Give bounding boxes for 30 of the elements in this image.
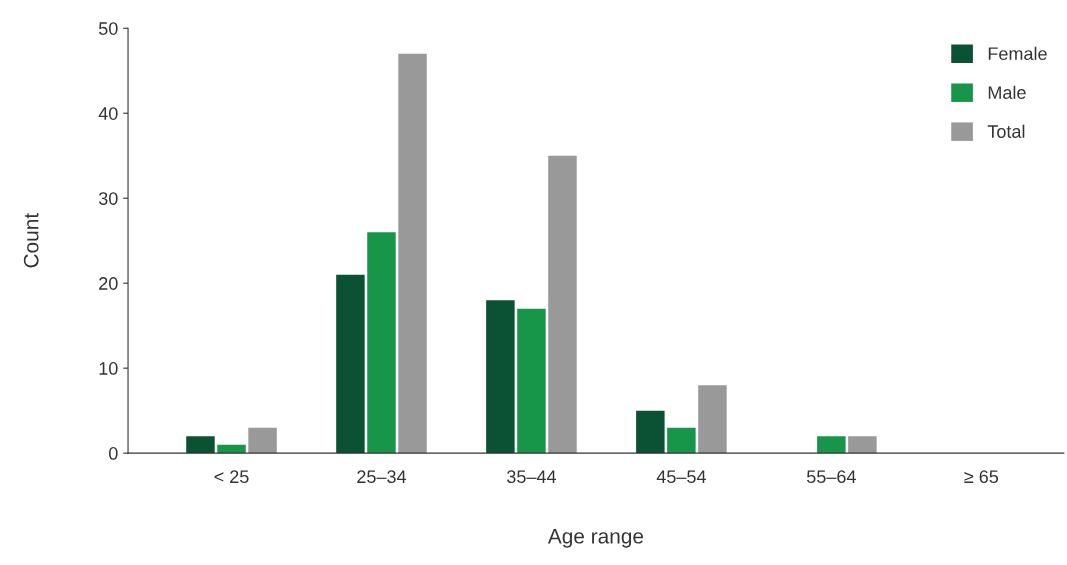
x-tick-label: 55–64: [806, 470, 856, 484]
bar: [636, 410, 665, 454]
y-tick-label: 10: [99, 362, 118, 375]
x-tick-label: 25–34: [357, 470, 407, 484]
bar: [486, 300, 515, 454]
bar: [698, 385, 727, 454]
x-tick-label: < 25: [214, 470, 249, 484]
bar: [817, 436, 846, 454]
y-tick-label: 40: [98, 107, 118, 120]
y-tick-label: 30: [98, 192, 118, 205]
legend-label: Female: [988, 46, 1047, 61]
x-tick-label: 45–54: [656, 470, 706, 484]
y-axis-title: Count: [23, 213, 39, 268]
bar: [848, 436, 877, 454]
bar: [336, 274, 365, 454]
bar: [367, 232, 396, 454]
y-tick-label: 20: [99, 277, 118, 290]
legend-label: Total: [987, 124, 1025, 138]
y-tick-label: 0: [108, 447, 118, 460]
bar: [667, 427, 696, 454]
y-tick-label: 50: [98, 22, 118, 35]
x-axis-title: Age range: [547, 529, 644, 548]
legend-label: Male: [988, 85, 1026, 99]
x-tick-label: ≥ 65: [964, 470, 999, 484]
bar: [186, 436, 215, 454]
bar: [548, 155, 577, 454]
bar: [398, 53, 427, 454]
bar: [517, 308, 546, 454]
bar: [248, 427, 277, 454]
x-tick-label: 35–44: [507, 470, 557, 484]
